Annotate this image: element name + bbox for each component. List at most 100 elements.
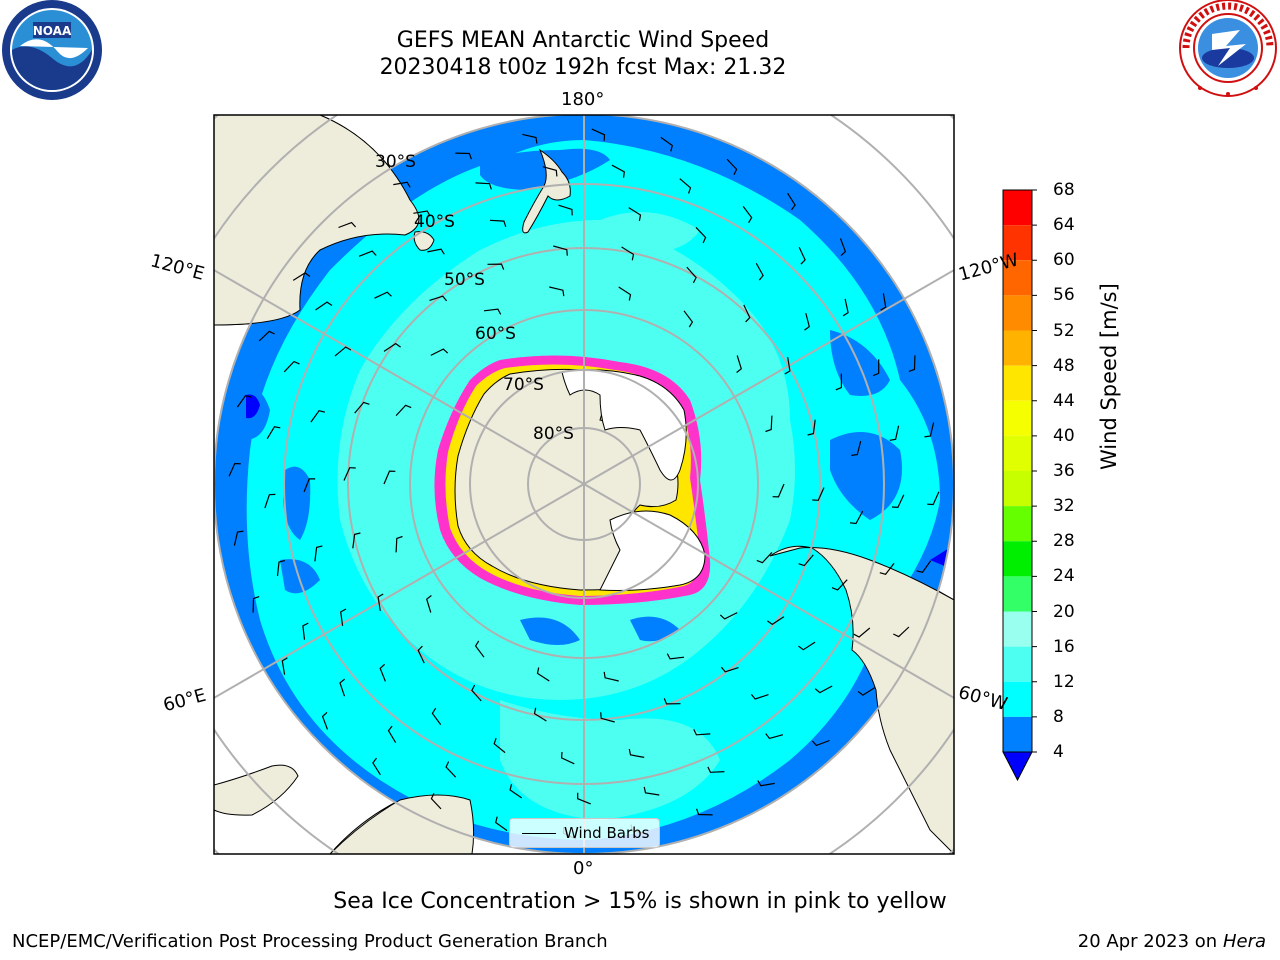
wind-barb — [475, 182, 492, 190]
colorbar-tick-label: 48 — [1053, 355, 1075, 376]
wind-barb — [338, 221, 357, 229]
new-zealand — [522, 148, 571, 234]
lon-label-0: 0° — [573, 858, 594, 879]
colorbar-bin — [1003, 716, 1032, 752]
wind-barb — [549, 286, 565, 297]
colorbar-tick-label: 40 — [1053, 425, 1075, 446]
wind-barb — [427, 248, 445, 255]
wind-barb — [853, 627, 871, 638]
wind-barb — [339, 678, 346, 697]
wind-barb — [471, 684, 482, 702]
wind-barb — [660, 136, 673, 152]
wind-barb — [879, 562, 895, 575]
wind-barb — [276, 559, 285, 577]
wind-barb — [429, 295, 448, 302]
map-legend: Wind Barbs — [509, 818, 660, 848]
wind-barb — [807, 419, 816, 436]
wind-barb — [757, 780, 775, 787]
wind-barb — [696, 808, 713, 816]
wind-barb — [321, 711, 329, 730]
colorbar-bin — [1003, 541, 1032, 577]
wind-barb — [798, 246, 806, 265]
wind-barb — [787, 192, 796, 211]
colorbar-bin — [1003, 506, 1032, 542]
run-date: 20 Apr 2023 on — [1077, 931, 1218, 952]
wind-barb — [811, 739, 830, 747]
run-machine: Hera — [1222, 931, 1266, 952]
wind-barb — [798, 641, 816, 651]
wind-barb — [872, 359, 880, 377]
wind-barb — [379, 663, 386, 682]
wind-barb — [354, 401, 370, 414]
colorbar-under-arrow — [1002, 751, 1033, 782]
colorbar-tick-label: 24 — [1053, 566, 1075, 587]
wind-barb — [487, 263, 505, 270]
wind-barb — [493, 737, 506, 754]
colorbar-bin — [1003, 576, 1032, 612]
wind-barb — [707, 766, 725, 773]
colorbar-tick-label: 64 — [1053, 215, 1075, 236]
colorbar-bin — [1003, 681, 1032, 717]
wind-barb — [430, 348, 449, 356]
wind-barb — [851, 440, 862, 456]
svg-text:NOAA: NOAA — [33, 24, 72, 38]
wind-barb — [314, 545, 323, 562]
wind-barb — [831, 579, 848, 591]
sea-ice-note: Sea Ice Concentration > 15% is shown in … — [333, 889, 947, 914]
wind-barb — [395, 404, 412, 417]
wind-barb — [686, 266, 697, 284]
wind-barb — [924, 422, 935, 438]
wind-barb — [812, 487, 825, 501]
lat-label-50s: 50°S — [444, 270, 485, 290]
wind-barb — [603, 671, 619, 682]
south-america — [769, 545, 954, 854]
colorbar — [1002, 189, 1037, 782]
wind-barb — [621, 246, 635, 261]
wind-barb — [663, 698, 681, 705]
wind-barb — [814, 685, 833, 694]
lat-label-60s: 60°S — [475, 324, 516, 344]
noaa-logo: NOAA — [2, 0, 102, 100]
wind-barb — [474, 640, 485, 658]
legend-label: Wind Barbs — [564, 824, 650, 842]
wind-barb — [577, 792, 591, 805]
wind-barb — [560, 751, 575, 765]
wind-barb — [266, 426, 281, 440]
wind-barb — [252, 596, 260, 613]
wind-barb — [839, 238, 847, 257]
colorbar-bin — [1003, 295, 1032, 331]
wind-barb — [233, 530, 244, 546]
wind-barb — [927, 491, 940, 506]
wind-barb — [417, 645, 425, 664]
wind-barb — [765, 733, 784, 740]
wind-barb — [536, 667, 550, 682]
colorbar-tick-label: 8 — [1053, 706, 1064, 727]
wind-barb — [358, 250, 377, 257]
wind-barb — [383, 342, 401, 352]
colorbar-tick-label: 28 — [1053, 531, 1075, 552]
run-date-credit: 20 Apr 2023 on Hera — [1078, 931, 1266, 952]
wind-barb — [784, 357, 791, 375]
producer-credit: NCEP/EMC/Verification Post Processing Pr… — [12, 931, 608, 952]
lat-label-70s: 70°S — [503, 375, 544, 395]
wind-barb — [489, 219, 507, 227]
wind-barb — [798, 554, 814, 567]
colorbar-bin — [1003, 646, 1032, 682]
wind-barb — [383, 470, 396, 485]
wind-barb — [483, 308, 502, 315]
wind-barb — [643, 786, 660, 796]
national-weather-service-logo — [1179, 0, 1277, 97]
wind-barb — [558, 204, 573, 216]
wind-barb — [893, 626, 910, 638]
wind-barb — [340, 608, 347, 626]
wind-barb — [509, 784, 523, 799]
wind-barb — [445, 761, 457, 778]
wind-barb — [377, 593, 384, 611]
wind-barb — [679, 178, 692, 194]
colorbar-label: Wind Speed [m/s] — [1097, 283, 1121, 470]
wind-barb — [618, 286, 632, 301]
wind-barb — [495, 816, 508, 832]
wind-barb — [765, 415, 773, 433]
colorbar-tick-label: 32 — [1053, 496, 1075, 517]
